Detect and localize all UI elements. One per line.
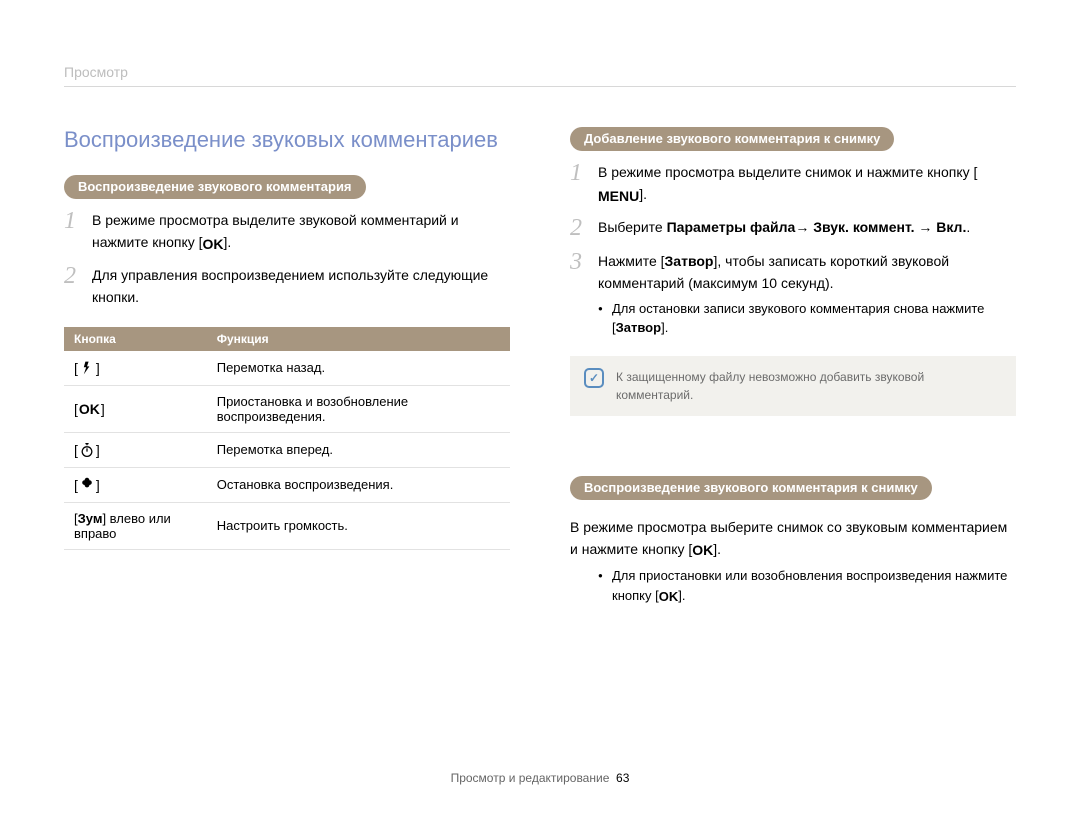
zoom-label: [Зум] влево или вправо [64,502,207,549]
ok-button-icon: [OK] [64,385,207,432]
step-1-text-b: ]. [224,234,232,250]
two-column-layout: Воспроизведение звуковых комментариев Во… [64,127,1016,605]
controls-table: Кнопка Функция [] Перемотка назад. [OK] … [64,327,510,550]
subsection-heading-playback: Воспроизведение звукового комментария [64,175,366,199]
timer-button-icon: [] [64,432,207,467]
flash-button-icon: [] [64,351,207,386]
subsection-heading-play-image-comment: Воспроизведение звукового комментария к … [570,476,932,500]
step-2: Выберите Параметры файла→ Звук. коммент.… [570,216,1016,240]
play-image-comment-bullets: Для приостановки или возобновления воспр… [570,566,1016,605]
ok-button-icon: OK [692,543,713,557]
fn-pause-resume: Приостановка и возобновление воспроизвед… [207,385,510,432]
step-2: Для управления воспроизведением использу… [64,264,510,309]
right-column: Добавление звукового комментария к снимк… [570,127,1016,605]
table-row: [] Перемотка назад. [64,351,510,386]
footer-label: Просмотр и редактирование [451,771,610,785]
fn-rewind: Перемотка назад. [207,351,510,386]
ok-button-icon: OK [659,590,679,603]
step-3-bullets: Для остановки записи звукового комментар… [598,299,1016,338]
fn-forward: Перемотка вперед. [207,432,510,467]
step-2-text: Для управления воспроизведением использу… [92,264,510,309]
step-1: В режиме просмотра выделите снимок и наж… [570,161,1016,206]
left-column: Воспроизведение звуковых комментариев Во… [64,127,510,605]
breadcrumb: Просмотр [64,64,1016,87]
step-3: Нажмите [Затвор], чтобы записать коротки… [570,250,1016,338]
step-1-text-a: В режиме просмотра выделите звуковой ком… [92,212,459,250]
table-row: [] Остановка воспроизведения. [64,467,510,502]
section-title: Воспроизведение звуковых комментариев [64,127,510,153]
table-row: [Зум] влево или вправо Настроить громкос… [64,502,510,549]
info-icon: ✓ [584,368,604,388]
page-footer: Просмотр и редактирование 63 [0,771,1080,785]
play-image-comment-bullet-1: Для приостановки или возобновления воспр… [598,566,1016,605]
step-3-bullet-1: Для остановки записи звукового комментар… [598,299,1016,338]
info-text: К защищенному файлу невозможно добавить … [616,368,1002,404]
table-row: [OK] Приостановка и возобновление воспро… [64,385,510,432]
macro-button-icon: [] [64,467,207,502]
menu-button-icon: MENU [598,189,639,203]
ok-button-icon: OK [203,237,224,251]
steps-playback: В режиме просмотра выделите звуковой ком… [64,209,510,309]
steps-add-comment: В режиме просмотра выделите снимок и наж… [570,161,1016,338]
step-1: В режиме просмотра выделите звуковой ком… [64,209,510,254]
fn-stop: Остановка воспроизведения. [207,467,510,502]
subsection-heading-add-comment: Добавление звукового комментария к снимк… [570,127,894,151]
table-row: [] Перемотка вперед. [64,432,510,467]
page-number: 63 [616,771,629,785]
table-head-function: Функция [207,327,510,351]
play-image-comment-body: В режиме просмотра выберите снимок со зв… [570,516,1016,561]
table-head-button: Кнопка [64,327,207,351]
fn-volume: Настроить громкость. [207,502,510,549]
info-note: ✓ К защищенному файлу невозможно добавит… [570,356,1016,416]
